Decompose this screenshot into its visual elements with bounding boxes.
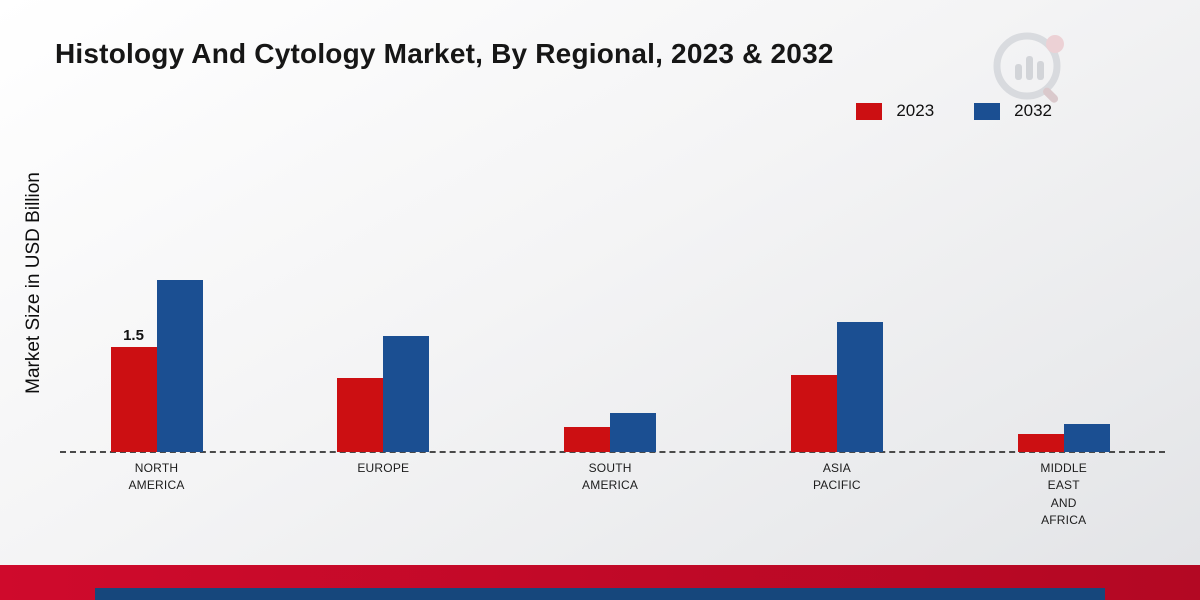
bar-2032-south-america (610, 413, 657, 452)
legend: 2023 2032 (856, 101, 1052, 121)
bar-2023-middle-east-and-africa (1017, 434, 1064, 452)
bar-value-label: 1.5 (123, 327, 144, 344)
category-label-asia-pacific: ASIA PACIFIC (812, 461, 861, 493)
category-label-north-america: NORTH AMERICA (128, 461, 185, 493)
x-axis-line (60, 451, 1165, 453)
bar-2032-asia-pacific (836, 322, 883, 452)
category-label-middle-east-and-africa: MIDDLE EAST AND AFRICA (1040, 461, 1087, 528)
category-label-south-america: SOUTH AMERICA (582, 461, 639, 493)
brand-logo-icon (985, 28, 1075, 112)
category-label-europe: EUROPE (357, 461, 410, 475)
bar-2032-middle-east-and-africa (1063, 424, 1110, 452)
legend-item-2032: 2032 (974, 101, 1052, 121)
y-axis-label: Market Size in USD Billion (23, 172, 44, 394)
bar-2023-north-america (110, 347, 157, 452)
legend-label-2023: 2023 (896, 101, 935, 120)
bar-2023-europe (337, 378, 384, 452)
legend-item-2023: 2023 (856, 101, 934, 121)
bar-2023-asia-pacific (790, 375, 837, 452)
footer-accent-bar (95, 588, 1105, 600)
legend-label-2032: 2032 (1014, 101, 1052, 120)
bar-2032-north-america (156, 280, 203, 452)
legend-swatch-2032 (974, 102, 1001, 120)
legend-swatch-2023 (856, 102, 883, 120)
bar-2032-europe (383, 336, 430, 452)
bar-2023-south-america (564, 427, 611, 452)
chart-title: Histology And Cytology Market, By Region… (55, 38, 834, 69)
